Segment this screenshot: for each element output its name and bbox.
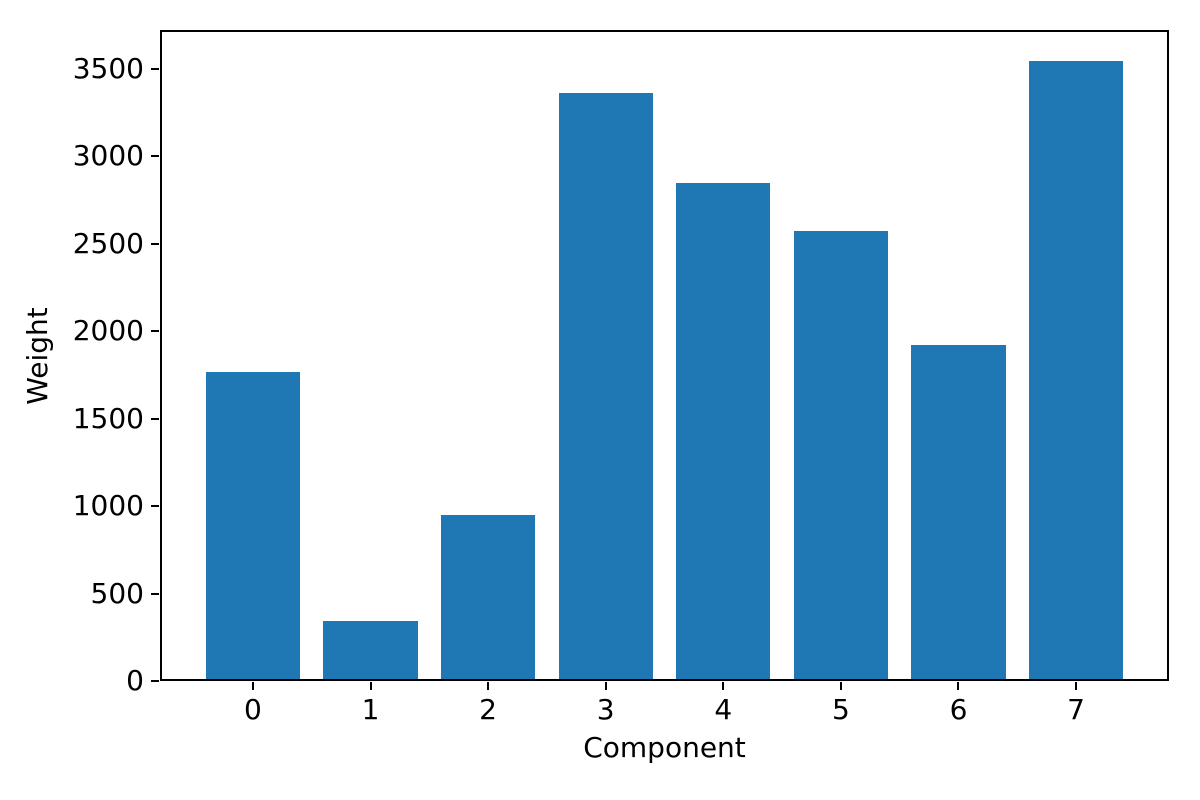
x-axis-label: Component	[583, 731, 746, 764]
x-tick-label: 1	[361, 693, 380, 726]
x-tick-label: 4	[714, 693, 733, 726]
y-tick	[151, 67, 159, 70]
x-tick	[722, 682, 725, 690]
x-tick	[1075, 682, 1078, 690]
bar	[323, 620, 418, 679]
y-tick	[151, 242, 159, 245]
x-tick-label: 3	[596, 693, 615, 726]
bar	[793, 230, 888, 679]
y-tick-label: 1000	[72, 489, 144, 523]
x-tick-label: 5	[831, 693, 850, 726]
x-tick	[839, 682, 842, 690]
y-tick	[151, 505, 159, 508]
x-tick-label: 2	[479, 693, 497, 726]
bar	[558, 93, 653, 679]
x-tick	[251, 682, 254, 690]
y-tick	[151, 592, 159, 595]
x-tick	[604, 682, 607, 690]
bar	[441, 514, 536, 679]
y-tick	[151, 155, 159, 158]
bar	[1029, 60, 1124, 679]
y-tick	[151, 680, 159, 682]
y-tick	[151, 417, 159, 420]
y-tick	[151, 330, 159, 333]
y-tick-label: 1500	[72, 401, 144, 435]
x-tick-label: 7	[1067, 693, 1085, 726]
y-tick-label: 2000	[72, 314, 144, 348]
bar	[676, 183, 771, 679]
y-tick-label: 3000	[72, 139, 144, 173]
x-tick	[369, 682, 372, 690]
x-tick-label: 6	[949, 693, 968, 726]
bar	[205, 372, 300, 679]
x-tick-label: 0	[243, 693, 262, 726]
x-tick	[487, 682, 490, 690]
y-tick-label: 3500	[72, 51, 144, 85]
y-tick-label: 2500	[72, 226, 144, 260]
x-tick	[957, 682, 960, 690]
plot-area	[160, 30, 1169, 681]
y-tick-label: 0	[126, 664, 144, 697]
y-tick-label: 500	[90, 576, 144, 610]
y-axis-label: Weight	[21, 306, 54, 405]
bar	[911, 345, 1006, 679]
